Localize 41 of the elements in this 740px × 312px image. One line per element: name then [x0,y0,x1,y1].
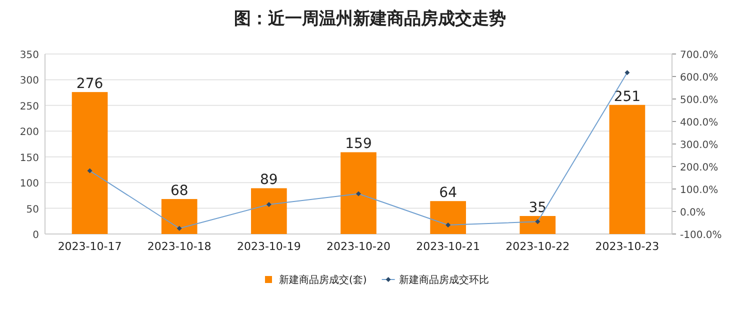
bar [161,199,198,234]
x-tick-label: 2023-10-21 [416,240,480,253]
bar [609,104,646,234]
data-label: 159 [345,136,372,152]
x-tick-label: 2023-10-17 [58,240,122,253]
bar [340,152,376,234]
data-label: 64 [439,185,458,202]
y-tick-label: 100 [20,178,39,190]
y2-tick-label: 700.0% [680,50,718,61]
y2-tick-label: 0.0% [680,208,706,218]
data-label: 251 [614,88,641,105]
x-tick-label: 2023-10-22 [506,240,570,253]
y2-tick-label: 200.0% [680,162,718,174]
bar [520,216,556,234]
data-label: 68 [170,183,188,200]
data-label: 89 [260,172,278,188]
y2-tick-label: 600.0% [680,72,718,84]
y-tick-label: 150 [20,152,39,164]
bar [72,92,108,234]
x-tick-label: 2023-10-19 [236,240,301,253]
y2-tick-label: 100.0% [680,185,718,196]
y-tick-label: 0 [32,230,39,241]
bar [251,188,287,234]
y2-tick-label: 500.0% [680,95,718,106]
data-label: 35 [528,200,547,216]
y2-tick-label: 400.0% [680,118,718,128]
chart-title: 图：近一周温州新建商品房成交走势 [234,9,506,29]
y2-tick-label: 300.0% [680,140,718,151]
x-tick-label: 2023-10-20 [326,240,390,253]
y-tick-label: 200 [20,127,39,138]
bar [430,201,466,234]
x-tick-label: 2023-10-23 [595,240,660,253]
y-tick-label: 300 [20,76,39,87]
data-label: 276 [76,76,104,92]
y-tick-label: 50 [26,204,39,216]
y2-tick-label: -100.0% [680,230,722,241]
legend-label: 新建商品房成交(套) [279,274,367,286]
x-tick-label: 2023-10-18 [147,240,212,253]
y-tick-label: 250 [20,101,39,112]
y-tick-label: 350 [20,50,39,61]
legend-label: 新建商品房成交环比 [398,274,489,286]
